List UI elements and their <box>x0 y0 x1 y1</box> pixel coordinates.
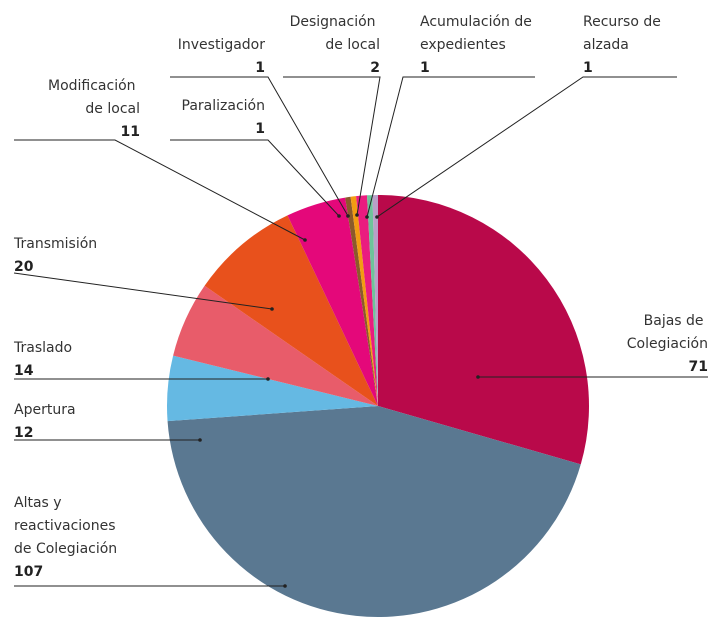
slice-value: 1 <box>583 60 593 76</box>
slice-label: Paralización <box>182 98 265 114</box>
leader-dot <box>476 375 480 379</box>
slice-label: Apertura <box>14 402 76 418</box>
slice-value: 20 <box>14 259 34 275</box>
leader-dot <box>303 238 307 242</box>
leader-dot <box>270 307 274 311</box>
slice-value: 107 <box>14 564 43 580</box>
slice-value: 1 <box>420 60 430 76</box>
leader-dot <box>365 215 369 219</box>
pie-slice <box>345 196 378 406</box>
pie-slice <box>173 285 378 406</box>
pie-slice <box>167 406 581 617</box>
slice-label: Modificación de local <box>48 78 140 117</box>
pie-slice <box>204 215 378 406</box>
slice-value: 12 <box>14 425 33 441</box>
slice-label: Traslado <box>13 340 72 356</box>
leader-line <box>13 272 273 310</box>
pie-slice <box>367 195 378 406</box>
leader-dot <box>266 377 270 381</box>
leader-dot <box>337 214 341 218</box>
slice-label: Investigador <box>178 37 265 53</box>
slice-value: 71 <box>689 359 708 375</box>
slice-label: Designación de local <box>290 14 380 53</box>
leader-line <box>14 139 306 241</box>
slice-value: 14 <box>14 363 34 379</box>
leader-dot <box>198 438 202 442</box>
leader-dot <box>346 214 350 218</box>
slice-value: 11 <box>121 124 140 140</box>
slice-value: 2 <box>370 60 380 76</box>
leader-line <box>283 76 381 216</box>
slice-value: 1 <box>255 121 265 137</box>
leader-dot <box>283 584 287 588</box>
slice-label: Altas y reactivaciones de Colegiación <box>14 495 120 557</box>
leader-dot <box>375 215 379 219</box>
slice-label: Transmisión <box>13 236 97 252</box>
leader-line <box>170 76 349 217</box>
slice-value: 1 <box>255 60 265 76</box>
pie-slice <box>287 197 378 406</box>
slice-label: Bajas de Colegiación <box>627 313 708 352</box>
slice-label: Acumulación de expedientes <box>420 14 536 53</box>
slice-label: Recurso de alzada <box>583 14 665 53</box>
leader-line <box>366 76 535 218</box>
leader-dot <box>355 213 359 217</box>
pie-slice <box>167 355 378 422</box>
leader-line <box>376 76 677 218</box>
pie-slice <box>356 195 378 406</box>
pie-slice <box>378 195 589 465</box>
leader-line <box>170 139 340 217</box>
pie-slice <box>350 196 378 406</box>
pie-slice <box>372 195 378 406</box>
